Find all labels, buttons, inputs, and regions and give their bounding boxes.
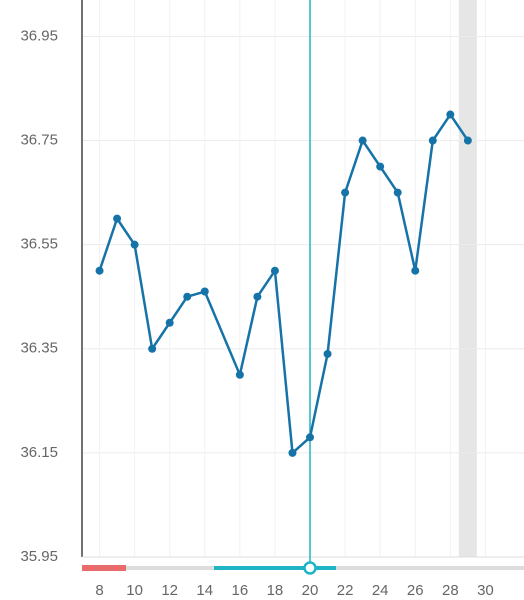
temperature-point <box>428 136 437 145</box>
x-tick-label: 10 <box>126 582 143 599</box>
temperature-point <box>253 292 262 301</box>
x-tick-label: 18 <box>267 582 284 599</box>
x-tick-label: 26 <box>407 582 424 599</box>
window-bar <box>214 566 336 570</box>
x-tick-label: 14 <box>196 582 213 599</box>
temperature-point <box>411 266 420 275</box>
temperature-point <box>270 266 279 275</box>
temperature-point <box>130 240 139 249</box>
x-tick-label: 22 <box>337 582 354 599</box>
temperature-line <box>98 113 469 455</box>
temperature-point <box>148 344 157 353</box>
cursor-handle <box>303 561 317 575</box>
x-tick-label: 8 <box>95 582 103 599</box>
y-tick-label: 36.55 <box>20 236 58 253</box>
y-tick-label: 35.95 <box>20 548 58 565</box>
x-tick-label: 24 <box>372 582 389 599</box>
period-bar <box>82 565 126 571</box>
temperature-point <box>235 370 244 379</box>
highlight-band <box>458 0 477 557</box>
temperature-point <box>113 214 122 223</box>
y-tick-label: 36.75 <box>20 132 58 149</box>
y-tick-label: 36.35 <box>20 340 58 357</box>
x-tick-label: 16 <box>232 582 249 599</box>
y-tick-label: 36.15 <box>20 444 58 461</box>
temperature-point <box>446 110 455 119</box>
x-tick-label: 30 <box>477 582 494 599</box>
x-tick-label: 20 <box>302 582 319 599</box>
x-tick-label: 12 <box>161 582 178 599</box>
temperature-point <box>165 318 174 327</box>
temperature-point <box>200 287 209 296</box>
temperature-point <box>341 188 350 197</box>
temperature-point <box>95 266 104 275</box>
temperature-point <box>463 136 472 145</box>
x-tick-label: 28 <box>442 582 459 599</box>
temperature-point <box>323 349 332 358</box>
temperature-point <box>183 292 192 301</box>
temperature-point <box>288 448 297 457</box>
temperature-point <box>376 162 385 171</box>
temperature-point <box>393 188 402 197</box>
temperature-point <box>358 136 367 145</box>
temperature-point <box>306 433 315 442</box>
y-tick-label: 36.95 <box>20 27 58 44</box>
